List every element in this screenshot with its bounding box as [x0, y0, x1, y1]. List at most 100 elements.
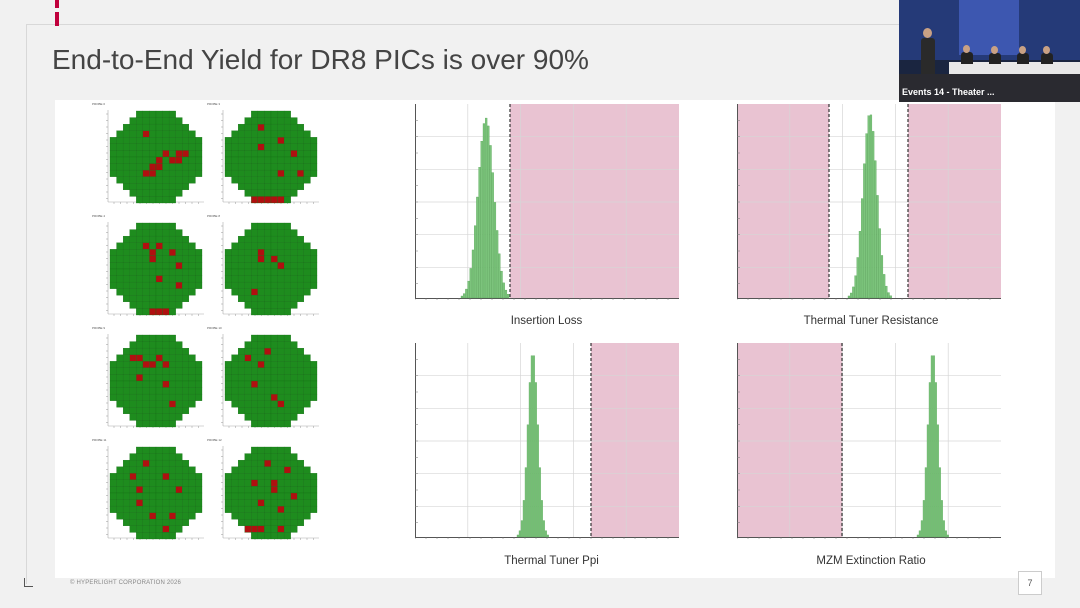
wafer-die-pass	[155, 492, 163, 500]
wafer-die-pass	[264, 268, 272, 276]
wafer-die-fail	[129, 473, 137, 481]
wafer-die-fail	[270, 486, 278, 494]
video-speaker-head	[923, 28, 932, 38]
wafer-die-pass	[310, 150, 318, 158]
wafer-die-pass	[175, 367, 183, 375]
wafer-die-pass	[290, 525, 298, 533]
wafer-die-pass	[303, 512, 311, 520]
histogram-plot	[415, 343, 679, 539]
wafer-die-fail	[277, 505, 285, 513]
wafer-die-pass	[270, 110, 278, 118]
wafer-die-pass	[182, 156, 190, 164]
wafer-die-pass	[182, 393, 190, 401]
wafer-die-pass	[290, 249, 298, 257]
wafer-die-fail	[142, 130, 150, 138]
wafer-die-pass	[231, 249, 239, 257]
wafer-die-pass	[290, 117, 298, 125]
wafer-die-pass	[155, 400, 163, 408]
wafer-die-pass	[283, 242, 291, 250]
wafer-die-pass	[142, 420, 150, 428]
wafer-die-fail	[270, 196, 278, 204]
histogram-bar	[522, 500, 525, 538]
wafer-die-pass	[168, 479, 176, 487]
wafer-die-pass	[264, 275, 272, 283]
video-thumbnail[interactable]: Events 14 - Theater ...	[899, 0, 1080, 102]
wafer-die-pass	[231, 380, 239, 388]
wafer-die-pass	[244, 519, 252, 527]
wafer-die-pass	[290, 288, 298, 296]
wafer-die-pass	[251, 341, 259, 349]
wafer-die-pass	[188, 275, 196, 283]
wafer-die-pass	[155, 262, 163, 270]
wafer-die-fail	[175, 486, 183, 494]
wafer-die-pass	[244, 262, 252, 270]
histogram-bar	[491, 172, 494, 299]
wafer-die-pass	[257, 189, 265, 197]
wafer-die-pass	[244, 169, 252, 177]
wafer-die-pass	[136, 163, 144, 171]
wafer-die-pass	[142, 380, 150, 388]
wafer-die-pass	[122, 163, 130, 171]
wafer-die-pass	[244, 130, 252, 138]
wafer-die-pass	[182, 169, 190, 177]
wafer-map-label: PROBE 0	[92, 102, 106, 106]
wafer-die-pass	[149, 281, 157, 289]
wafer-die-pass	[283, 163, 291, 171]
wafer-die-pass	[257, 453, 265, 461]
wafer-die-pass	[283, 301, 291, 309]
wafer-die-pass	[155, 169, 163, 177]
wafer-die-pass	[303, 275, 311, 283]
histogram-bar	[883, 274, 886, 299]
wafer-die-pass	[251, 130, 259, 138]
wafer-die-pass	[142, 374, 150, 382]
wafer-die-pass	[251, 110, 259, 118]
wafer-die-pass	[297, 176, 305, 184]
wafer-die-pass	[264, 334, 272, 342]
wafer-die-fail	[168, 156, 176, 164]
wafer-die-pass	[283, 189, 291, 197]
wafer-die-pass	[195, 163, 203, 171]
wafer-die-pass	[168, 393, 176, 401]
wafer-die-pass	[251, 242, 259, 250]
wafer-die-pass	[168, 361, 176, 369]
wafer-die-pass	[142, 354, 150, 362]
wafer-die-pass	[224, 143, 232, 151]
wafer-die-pass	[142, 268, 150, 276]
wafer-die-pass	[251, 420, 259, 428]
wafer-die-pass	[264, 407, 272, 415]
wafer-die-pass	[270, 532, 278, 540]
wafer-die-pass	[283, 473, 291, 481]
wafer-die-pass	[149, 525, 157, 533]
wafer-die-pass	[277, 479, 285, 487]
histogram-bar	[887, 292, 890, 299]
video-panelist	[1041, 53, 1053, 64]
wafer-die-pass	[168, 281, 176, 289]
wafer-die-pass	[237, 268, 245, 276]
wafer-die-pass	[188, 262, 196, 270]
wafer-die-pass	[231, 156, 239, 164]
wafer-die-pass	[283, 255, 291, 263]
wafer-die-pass	[116, 288, 124, 296]
wafer-die-pass	[257, 150, 265, 158]
wafer-die-pass	[182, 367, 190, 375]
wafer-die-pass	[237, 499, 245, 507]
wafer-die-fail	[149, 361, 157, 369]
wafer-die-pass	[168, 130, 176, 138]
wafer-die-pass	[283, 110, 291, 118]
wafer-die-pass	[175, 288, 183, 296]
wafer-die-pass	[129, 143, 137, 151]
wafer-die-pass	[277, 519, 285, 527]
wafer-die-pass	[109, 374, 117, 382]
wafer-die-pass	[122, 275, 130, 283]
fail-region	[737, 104, 829, 298]
wafer-die-pass	[270, 281, 278, 289]
wafer-die-pass	[283, 459, 291, 467]
wafer-die-pass	[277, 361, 285, 369]
wafer-die-pass	[162, 196, 170, 204]
wafer-die-fail	[162, 150, 170, 158]
wafer-die-pass	[162, 123, 170, 131]
wafer-die-pass	[237, 473, 245, 481]
wafer-die-pass	[277, 130, 285, 138]
wafer-die-pass	[270, 308, 278, 316]
